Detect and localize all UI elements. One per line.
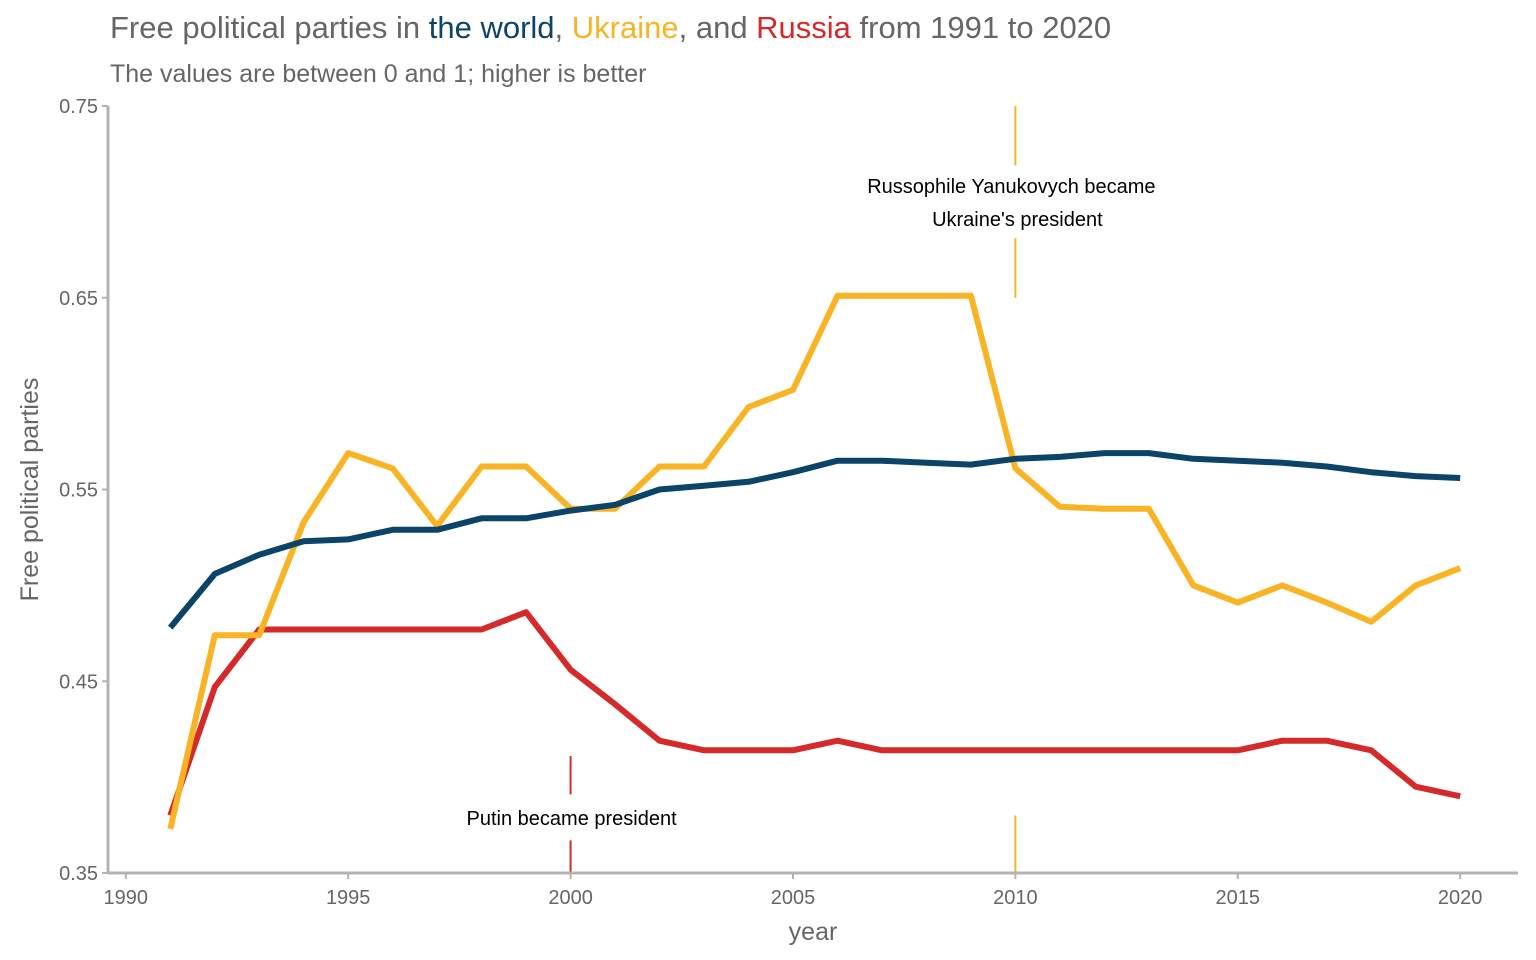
y-tick-label: 0.45 [59, 671, 98, 693]
x-tick-label: 1995 [326, 887, 371, 909]
y-tick-label: 0.35 [59, 863, 98, 885]
x-tick-label: 2005 [771, 887, 816, 909]
yanukovych-annotation-line-1: Russophile Yanukovych became [867, 176, 1155, 198]
annotation-layer: Russophile Yanukovych became Ukraine's pr… [467, 106, 1156, 873]
series-line-ukraine [167, 292, 1462, 830]
y-tick-label: 0.65 [59, 288, 98, 310]
title-ukraine: Ukraine [571, 10, 679, 45]
x-tick-label: 2000 [548, 887, 593, 909]
x-tick-label: 1990 [104, 887, 149, 909]
y-tick-label: 0.75 [59, 96, 98, 118]
y-axis-title: Free political parties [16, 378, 44, 602]
title-sep1: , [554, 10, 572, 45]
title-sep2: , and [678, 10, 757, 45]
putin-annotation-text: Putin became president [467, 808, 678, 830]
yanukovych-annotation-line-2: Ukraine's president [932, 209, 1103, 231]
title-suffix: from 1991 to 2020 [850, 10, 1112, 45]
series-layer [167, 292, 1462, 830]
y-tick-label: 0.55 [59, 480, 98, 502]
series-line-russia [167, 609, 1461, 817]
chart-title: Free political parties in the world, Ukr… [110, 10, 1111, 46]
axis-layer: 0.35 0.45 0.55 0.65 0.75 1990 1995 2000 2005 2010… [16, 96, 1518, 946]
title-world: the world [428, 10, 555, 45]
x-tick-label: 2020 [1438, 887, 1483, 909]
x-tick-label: 2010 [993, 887, 1038, 909]
series-line-world [167, 450, 1461, 630]
x-tick-label: 2015 [1216, 887, 1261, 909]
title-russia: Russia [756, 10, 851, 45]
chart-subtitle: The values are between 0 and 1; higher i… [110, 60, 647, 88]
title-prefix: Free political parties in [110, 10, 429, 45]
x-axis-title: year [789, 918, 838, 946]
